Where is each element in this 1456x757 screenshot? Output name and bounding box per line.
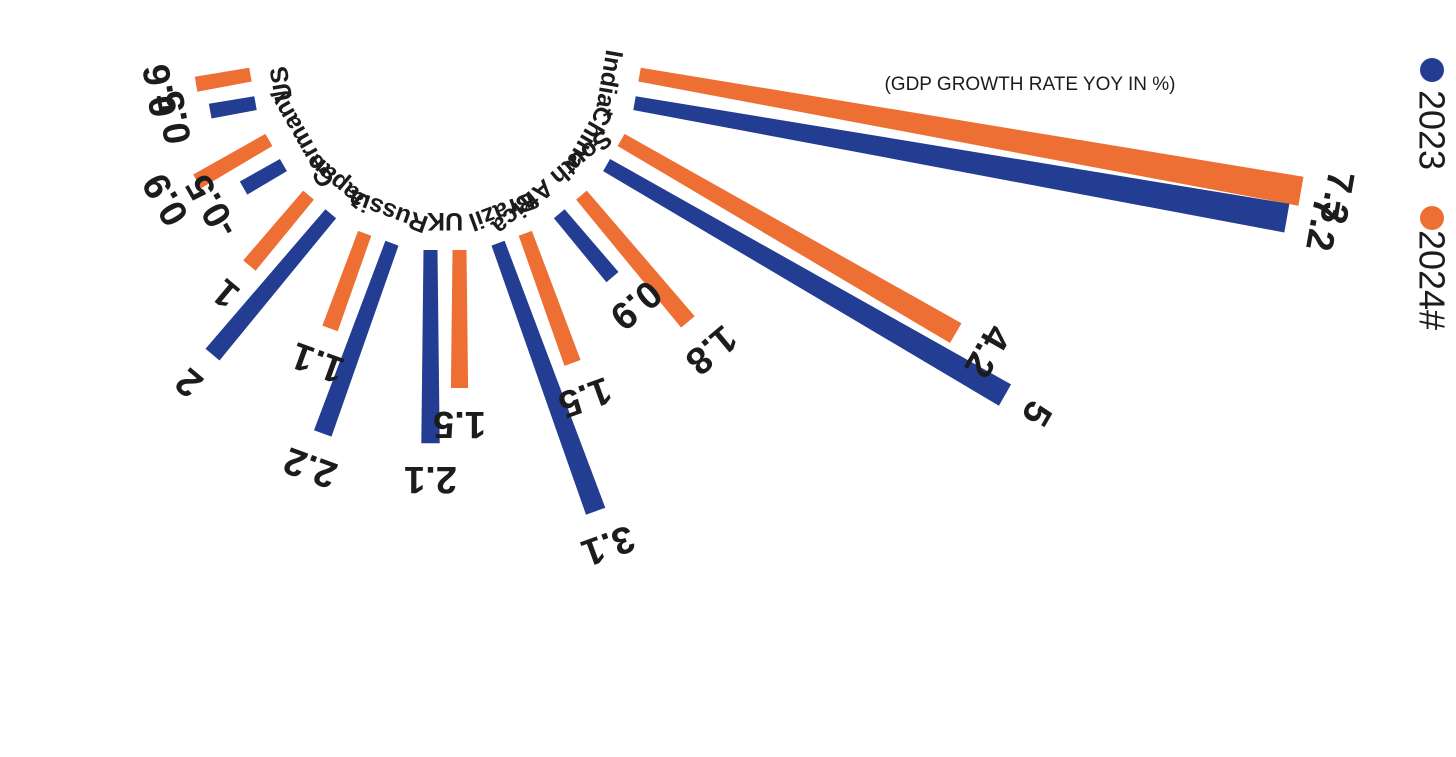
value-label-brazil-2023: 3.1 [576,516,640,574]
category-label-russia: Russia [344,183,432,238]
legend-label-2023: 2023 [1412,90,1453,170]
legend-marker-2023 [1420,58,1444,82]
category-label-us: US [265,64,299,103]
value-label-japan-2023: 2 [168,359,211,405]
bar-us-2024 [194,67,252,92]
bar-us-2023 [208,96,257,119]
bar-uk-2023 [421,250,440,444]
bar-india-2024 [638,67,1304,206]
bar-germany-2023 [239,159,287,195]
bar-brazil-2023 [491,240,606,515]
bar-south-africa-2023 [553,209,619,283]
bar-germany-2024 [193,133,273,189]
value-labels-layer: 0.60.50.9-0.512 1.12.21.52.11.53.11.80.94… [135,61,1362,574]
value-label-germany-2023: -0.5 [178,167,247,245]
category-label-uk: UK [427,207,463,235]
value-label-us-2023: 0.5 [149,88,200,147]
bar-china-2024 [617,133,962,343]
value-label-china-2023: 5 [1013,393,1060,432]
value-label-russia-2023: 2.2 [278,438,342,496]
value-label-us-2024: 0.6 [135,61,186,120]
bar-brazil-2024 [518,230,581,366]
category-label-india: India* [589,48,628,120]
legend-label-2024: 2024# [1412,230,1453,330]
value-label-uk-2024: 1.5 [433,403,486,445]
bar-russia-2024 [322,230,372,332]
bar-uk-2024 [450,250,469,388]
bar-japan-2023 [205,209,337,361]
bar-russia-2023 [314,240,399,437]
value-label-india-2024: 7.3 [1311,168,1362,227]
value-label-india-2023: 7.2 [1297,195,1348,254]
legend: 2023 2024# [1412,58,1453,330]
value-label-uk-2023: 2.1 [404,458,457,500]
legend-marker-2024 [1420,206,1444,230]
bar-japan-2024 [243,190,314,271]
bar-south-africa-2024 [576,190,695,328]
bar-china-2023 [603,159,1012,406]
bar-india-2023 [633,96,1290,233]
bars-layer [193,67,1304,515]
value-label-south-africa-2024: 1.8 [677,316,744,382]
chart-subtitle: (GDP GROWTH RATE YOY IN %) [884,74,1175,95]
